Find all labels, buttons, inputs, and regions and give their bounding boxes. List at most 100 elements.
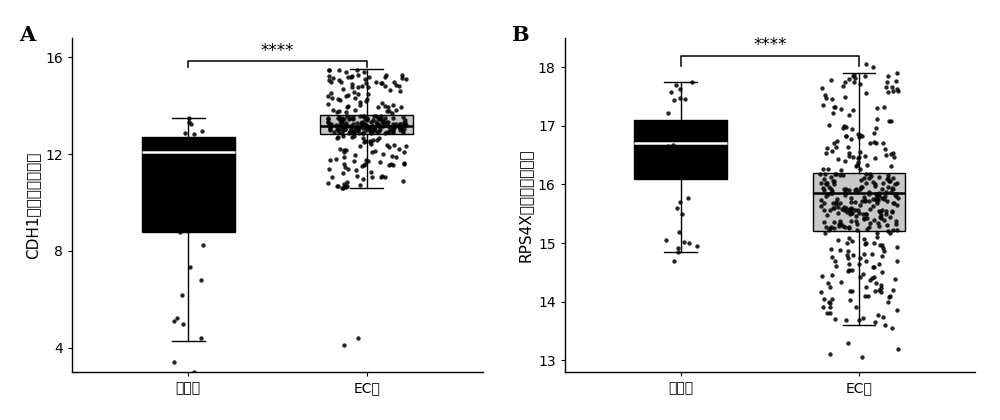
Point <box>882 293 898 299</box>
Point <box>350 127 366 134</box>
Point <box>843 217 859 224</box>
Point <box>833 279 849 286</box>
Point <box>839 252 855 258</box>
Point <box>680 165 696 172</box>
Point <box>866 139 882 146</box>
Point <box>334 119 350 126</box>
Point <box>871 261 887 268</box>
Point <box>365 122 381 129</box>
Point <box>676 239 692 245</box>
Point <box>828 262 844 269</box>
Point <box>870 197 886 203</box>
Point <box>386 78 402 85</box>
Point <box>321 121 337 128</box>
Point <box>826 177 842 184</box>
Point <box>346 133 362 139</box>
Point <box>343 122 359 129</box>
Point <box>339 104 355 110</box>
Point <box>858 257 874 264</box>
Point <box>827 171 843 177</box>
Point <box>816 200 832 206</box>
Point <box>346 157 362 164</box>
Point <box>825 205 841 211</box>
Point <box>823 224 839 231</box>
Point <box>392 126 408 133</box>
Point <box>377 74 393 81</box>
Point <box>381 108 397 114</box>
Point <box>388 154 404 160</box>
Point <box>379 128 395 135</box>
Point <box>838 317 854 323</box>
Point <box>367 127 383 134</box>
Point <box>322 126 338 132</box>
Point <box>856 215 872 221</box>
Point <box>320 115 336 122</box>
Point <box>826 205 842 211</box>
Point <box>680 195 696 202</box>
Point <box>879 197 895 204</box>
Point <box>873 281 889 288</box>
Point <box>877 193 893 199</box>
Point <box>887 181 903 188</box>
Point <box>831 222 847 229</box>
Point <box>832 218 848 224</box>
Point <box>321 77 337 84</box>
Point <box>885 226 901 233</box>
Point <box>856 175 872 182</box>
Point <box>320 92 336 99</box>
Point <box>352 113 368 119</box>
Point <box>363 126 379 133</box>
Point <box>854 133 870 139</box>
Point <box>671 228 687 235</box>
Point <box>885 185 901 192</box>
Point <box>658 237 674 244</box>
Point <box>355 134 371 141</box>
Point <box>360 83 376 90</box>
Point <box>660 110 676 116</box>
Point <box>350 124 366 131</box>
Point <box>397 122 413 129</box>
Point <box>335 86 351 92</box>
Point <box>865 264 881 270</box>
Point <box>360 158 376 164</box>
Point <box>826 224 842 231</box>
Point <box>659 165 675 171</box>
Point <box>885 150 901 156</box>
Point <box>395 114 411 121</box>
Point <box>329 183 345 190</box>
Point <box>679 135 695 142</box>
Point <box>396 160 412 167</box>
Point <box>828 199 844 205</box>
Point <box>384 127 400 134</box>
Point <box>374 119 390 126</box>
Point <box>818 181 834 187</box>
Point <box>175 189 191 195</box>
Point <box>326 129 342 136</box>
Point <box>344 134 360 140</box>
Point <box>852 148 868 155</box>
Point <box>677 96 693 103</box>
Point <box>856 251 872 257</box>
Point <box>372 126 388 132</box>
Point <box>824 272 840 278</box>
Point <box>864 274 880 281</box>
Point <box>331 113 347 120</box>
Point <box>355 129 371 136</box>
Point <box>367 123 383 130</box>
Point <box>172 228 188 235</box>
Point <box>851 261 867 268</box>
Point <box>392 123 408 130</box>
Point <box>340 74 356 80</box>
Point <box>850 207 866 213</box>
Point <box>822 299 838 306</box>
Point <box>381 162 397 169</box>
Point <box>328 156 344 163</box>
Point <box>364 149 380 155</box>
Point <box>841 206 857 213</box>
Point <box>853 184 869 191</box>
Point <box>837 94 853 101</box>
Point <box>819 212 835 219</box>
Point <box>666 97 682 103</box>
Text: ****: **** <box>261 42 294 60</box>
Point <box>864 250 880 257</box>
